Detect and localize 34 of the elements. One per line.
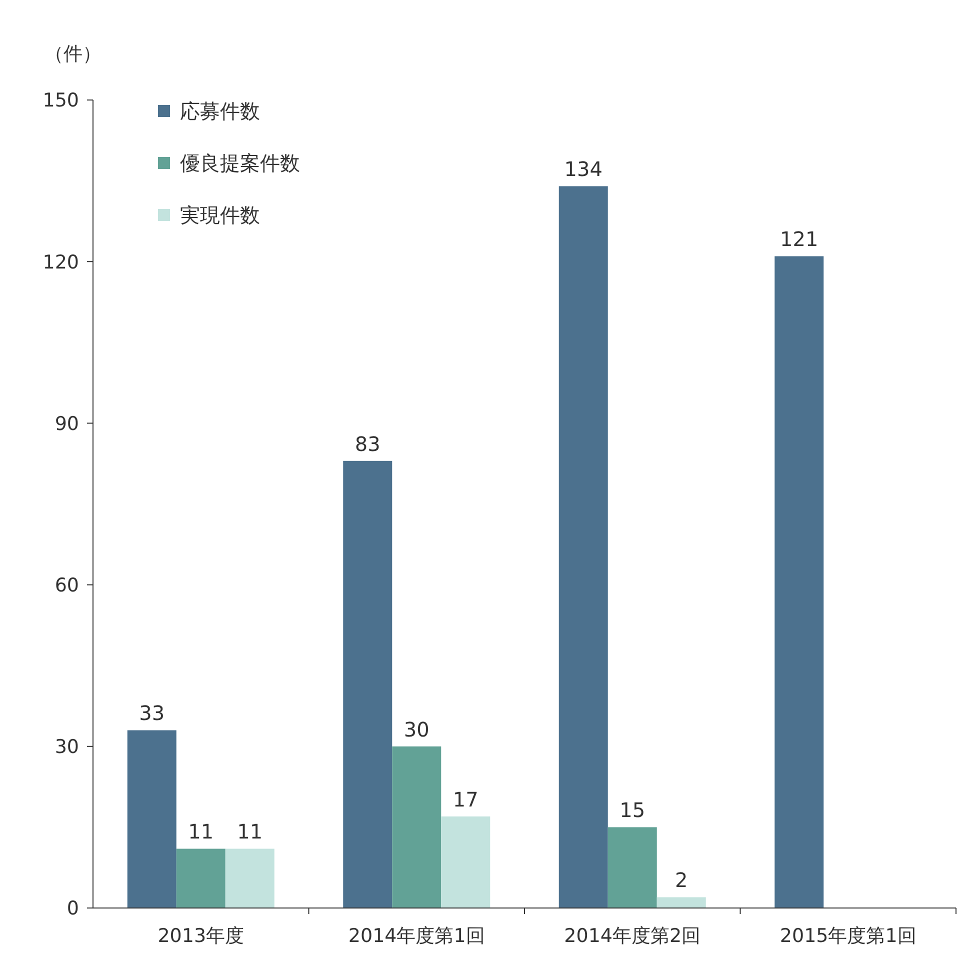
- bar: [656, 897, 706, 908]
- data-label: 17: [452, 787, 478, 812]
- bar: [127, 730, 176, 908]
- y-tick-label: 120: [42, 251, 79, 274]
- legend-label: 実現件数: [180, 203, 260, 227]
- data-label: 121: [780, 227, 818, 252]
- y-tick-label: 150: [42, 90, 79, 112]
- data-label: 11: [188, 820, 214, 844]
- x-tick-label: 2013年度: [158, 925, 244, 947]
- bar: [774, 256, 824, 908]
- legend-label: 優良提案件数: [180, 151, 300, 175]
- y-axis-title: （件）: [44, 43, 102, 65]
- bar: [441, 816, 490, 908]
- x-tick-label: 2015年度第1回: [780, 925, 916, 947]
- data-label: 15: [620, 798, 646, 822]
- bar: [392, 746, 442, 908]
- bar: [176, 848, 226, 908]
- data-label: 134: [564, 157, 602, 182]
- y-tick-label: 0: [66, 898, 79, 920]
- bar: [225, 848, 274, 908]
- x-tick-label: 2014年度第1回: [348, 925, 485, 947]
- legend-label: 応募件数: [180, 99, 260, 123]
- bar: [343, 460, 392, 908]
- y-tick-label: 30: [54, 736, 79, 758]
- data-label: 33: [139, 701, 165, 726]
- data-label: 83: [354, 432, 380, 456]
- data-label: 2: [675, 868, 688, 892]
- x-tick-label: 2014年度第2回: [564, 925, 701, 947]
- bar: [608, 827, 657, 908]
- data-label: 30: [404, 717, 430, 742]
- y-tick-label: 90: [54, 412, 79, 435]
- data-label: 11: [237, 820, 263, 844]
- y-tick-label: 60: [54, 574, 79, 596]
- bar: [558, 186, 608, 908]
